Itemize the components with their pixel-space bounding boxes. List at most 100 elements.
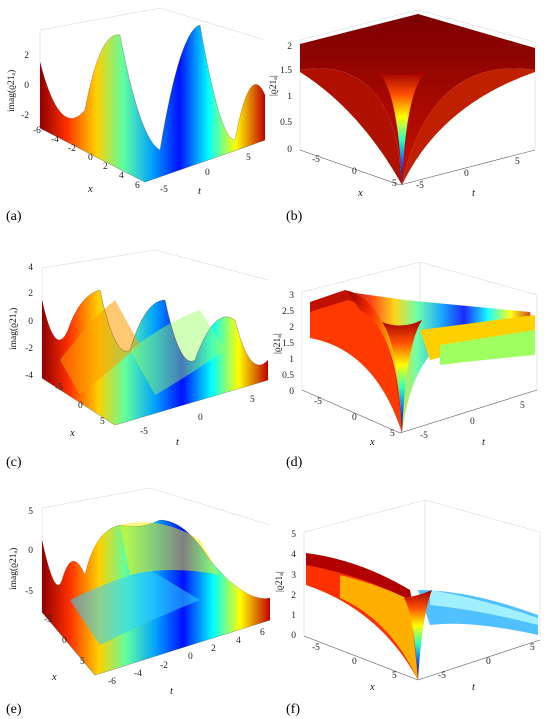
t-axis-label-b: t xyxy=(472,188,476,199)
x-tick: -5 xyxy=(55,383,63,393)
t-tick: 2 xyxy=(211,644,216,654)
t-tick: 0 xyxy=(205,168,210,178)
z-tick: 4 xyxy=(28,263,33,273)
x-tick: -5 xyxy=(312,155,320,165)
z-tick: -2 xyxy=(21,111,29,121)
surface-d xyxy=(310,290,535,433)
z-tick: 2 xyxy=(24,51,29,61)
z-tick: 1 xyxy=(287,92,292,102)
t-axis-label-d: t xyxy=(482,437,486,448)
z-tick: 2.5 xyxy=(282,307,294,317)
x-tick: -5 xyxy=(44,615,52,625)
panel-e: 5 0 -5 imag(ϱ21ₐ) -5 0 5 x -6 -4 -2 0 2 … xyxy=(6,487,271,717)
surface-e xyxy=(41,519,271,675)
z-ticks-b: 2 1.5 1 0.5 0 xyxy=(280,42,292,155)
t-axis-label-a: t xyxy=(198,186,202,197)
x-tick: 6 xyxy=(135,181,140,191)
panel-label-e: (e) xyxy=(6,702,22,717)
z-axis-label-b: |ϱ21ₐ| xyxy=(269,75,279,96)
x-axis-label-c: x xyxy=(69,428,75,439)
t-tick: -5 xyxy=(420,431,428,441)
z-tick: 0 xyxy=(28,546,33,556)
x-ticks-a: -6 -4 -2 0 2 4 6 xyxy=(33,126,140,191)
panel-b: 2 1.5 1 0.5 0 |ϱ21ₐ| -5 0 5 x -5 0 5 t (… xyxy=(269,9,536,224)
t-tick: 0 xyxy=(198,413,203,423)
z-tick: -2 xyxy=(25,344,33,354)
x-tick: 5 xyxy=(392,671,397,681)
t-tick: -5 xyxy=(140,427,148,437)
panel-a: 2 0 -2 imag(ϱ21ₐ) -6 -4 -2 0 2 4 6 x -5 … xyxy=(6,7,266,224)
z-axis-label-a: imag(ϱ21ₐ) xyxy=(6,70,17,112)
t-ticks-b: -5 0 5 xyxy=(416,157,520,191)
axes-box-f xyxy=(303,499,541,681)
surface-b xyxy=(300,14,535,185)
x-tick: 5 xyxy=(392,179,397,189)
x-tick: 0 xyxy=(78,401,83,411)
x-tick: -4 xyxy=(51,135,59,145)
t-tick: -5 xyxy=(438,671,446,681)
surface-c xyxy=(41,289,269,425)
t-tick: 5 xyxy=(515,157,520,167)
z-tick: -4 xyxy=(25,371,33,381)
t-ticks-f: -5 0 5 xyxy=(438,643,535,681)
t-ticks-a: -5 0 5 xyxy=(160,153,251,195)
z-ticks-c: 4 2 0 -2 -4 xyxy=(25,263,33,381)
x-axis-label-f: x xyxy=(369,682,375,693)
x-tick: -2 xyxy=(68,144,76,154)
surface-f xyxy=(306,553,538,680)
z-ticks-e: 5 0 -5 xyxy=(25,507,33,597)
t-tick: 5 xyxy=(250,395,255,405)
z-tick: 1 xyxy=(291,611,296,621)
z-axis-label-c: imag(ϱ21ₐ) xyxy=(8,308,19,350)
x-tick: 0 xyxy=(88,153,93,163)
x-tick: -5 xyxy=(314,397,322,407)
t-tick: -5 xyxy=(416,181,424,191)
x-tick: 2 xyxy=(103,162,108,172)
t-tick: 5 xyxy=(246,153,251,163)
surface-a xyxy=(39,24,266,182)
panel-c: 4 2 0 -2 -4 imag(ϱ21ₐ) -5 0 5 x -5 0 5 t… xyxy=(6,249,269,470)
panel-f: 5 4 3 2 1 0 |ϱ21ₐ| -5 0 5 x -5 0 5 t (f) xyxy=(275,499,541,717)
z-tick: 5 xyxy=(291,530,296,540)
t-tick: 0 xyxy=(486,657,491,667)
panel-label-d: (d) xyxy=(286,455,303,470)
t-axis-label-e: t xyxy=(170,686,174,697)
x-tick: -5 xyxy=(312,643,320,653)
z-tick: 3 xyxy=(289,291,294,301)
t-tick: 0 xyxy=(470,417,475,427)
x-tick: 0 xyxy=(352,413,357,423)
z-tick: 0 xyxy=(291,631,296,641)
z-axis-label-e: imag(ϱ21ₐ) xyxy=(8,548,19,590)
t-tick: -4 xyxy=(134,669,142,679)
x-tick: 0 xyxy=(62,636,67,646)
x-tick: 0 xyxy=(352,657,357,667)
z-tick: 0 xyxy=(287,145,292,155)
x-axis-label-d: x xyxy=(369,437,375,448)
x-ticks-c: -5 0 5 xyxy=(55,383,105,427)
z-ticks-d: 3 2.5 2 1.5 1 0.5 0 xyxy=(282,291,294,397)
z-tick: 2 xyxy=(291,591,296,601)
z-ticks-a: 2 0 -2 xyxy=(21,51,29,121)
z-axis-label-f: |ϱ21ₐ| xyxy=(275,571,285,592)
t-tick: -6 xyxy=(108,677,116,687)
z-tick: 5 xyxy=(28,507,33,517)
t-tick: 6 xyxy=(260,628,265,638)
x-tick: -6 xyxy=(33,126,41,136)
t-ticks-d: -5 0 5 xyxy=(420,401,525,441)
z-axis-label-d: |ϱ21ₐ| xyxy=(273,333,283,354)
x-axis-label-e: x xyxy=(51,672,57,683)
x-tick: 4 xyxy=(119,171,124,181)
t-tick: 4 xyxy=(236,636,241,646)
x-tick: 5 xyxy=(100,417,105,427)
t-tick: 0 xyxy=(188,652,193,662)
x-axis-label-a: x xyxy=(87,184,93,195)
t-tick: 5 xyxy=(520,401,525,411)
z-tick: 3 xyxy=(291,571,296,581)
z-tick: 0.5 xyxy=(280,118,292,128)
z-tick: 2 xyxy=(289,323,294,333)
z-tick: 0 xyxy=(24,81,29,91)
panel-label-c: (c) xyxy=(6,455,22,470)
t-tick: 0 xyxy=(464,169,469,179)
z-tick: 0.5 xyxy=(282,371,294,381)
x-tick: 0 xyxy=(352,167,357,177)
